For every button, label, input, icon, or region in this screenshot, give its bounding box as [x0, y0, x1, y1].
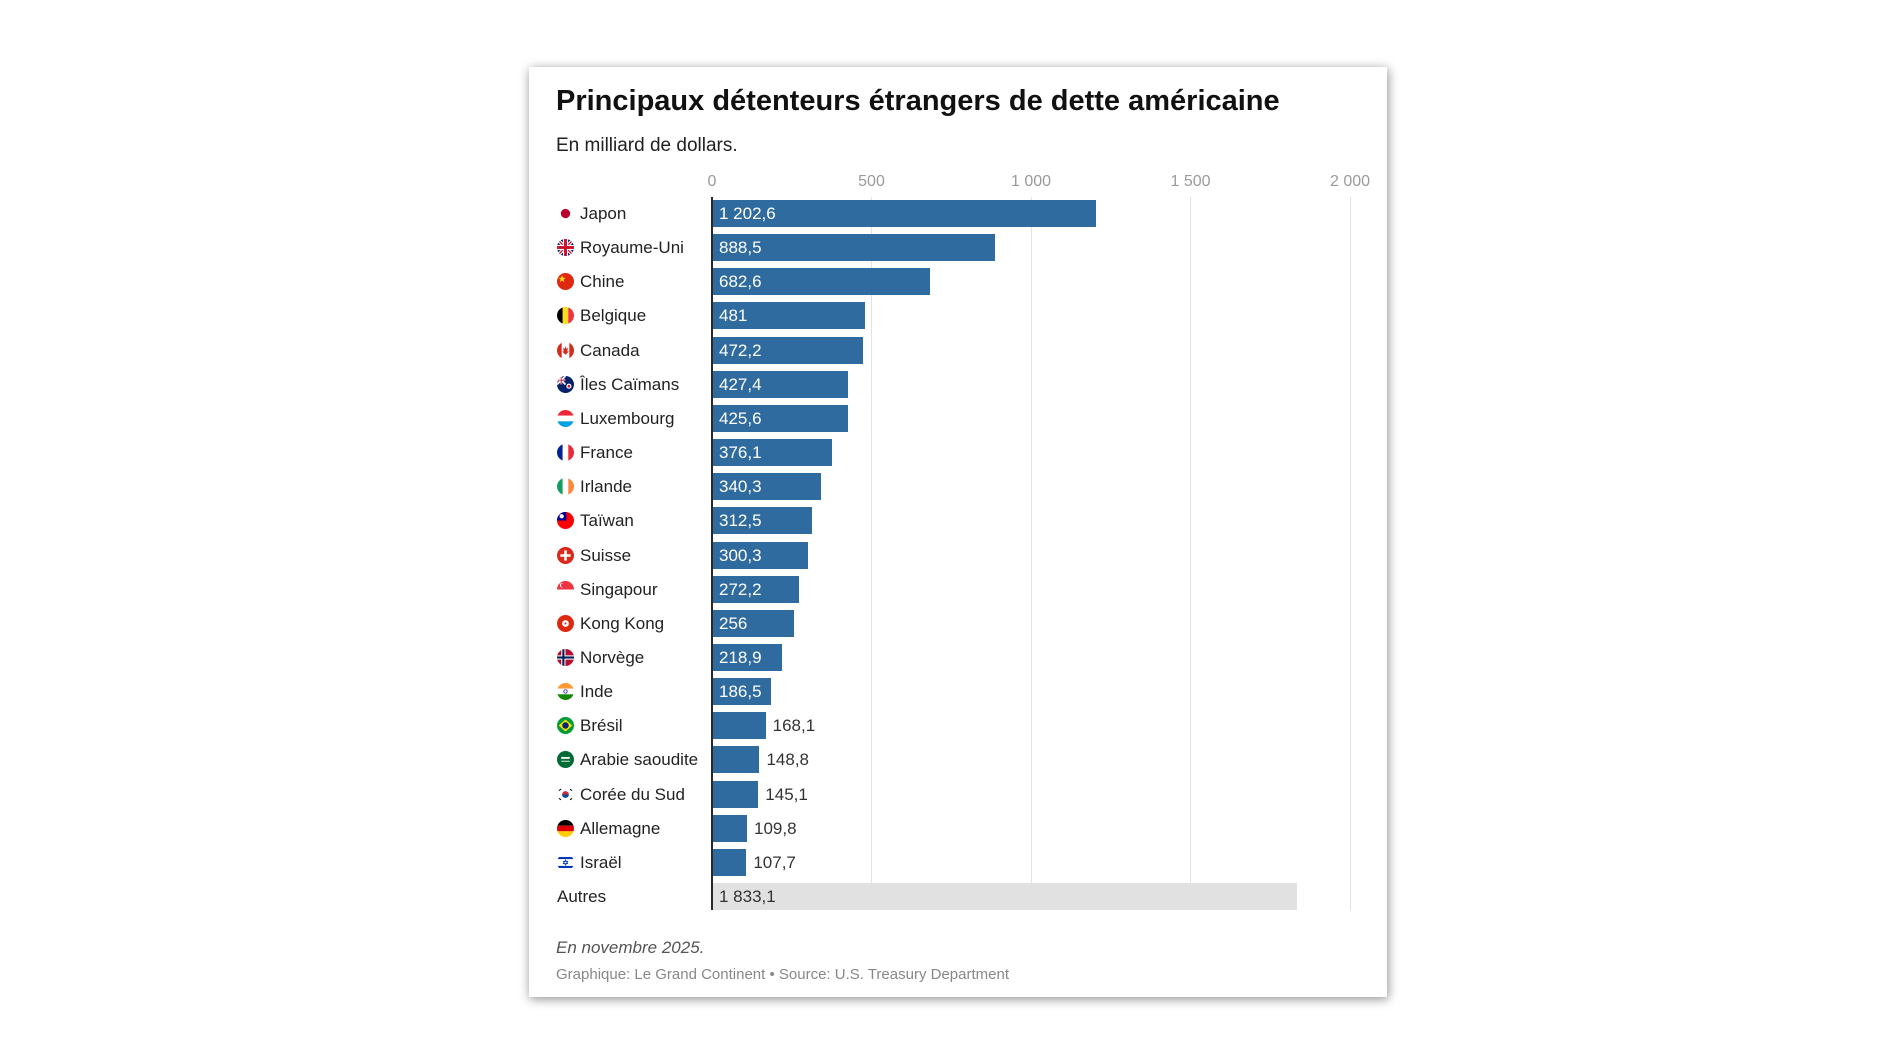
- category-label-inde: Inde: [580, 682, 614, 702]
- bar-iles-caimans: [712, 370, 849, 398]
- value-label-luxembourg: 425,6: [719, 408, 762, 428]
- x-tick-label: 2 000: [1329, 173, 1371, 190]
- belgium-flag-icon: [557, 307, 575, 325]
- category-label-japon: Japon: [580, 203, 627, 223]
- value-label-israel: 107,7: [753, 852, 796, 872]
- norway-flag-icon: [557, 648, 575, 666]
- china-flag-icon: [557, 273, 575, 291]
- bar-chine: [712, 268, 930, 296]
- gridline: [1190, 197, 1191, 910]
- france-flag-icon: [557, 444, 575, 462]
- category-label-bresil: Brésil: [580, 716, 623, 736]
- value-label-iles-caimans: 427,4: [719, 374, 762, 394]
- value-label-japon: 1 202,6: [719, 203, 776, 223]
- category-label-israel: Israël: [580, 852, 622, 872]
- south-korea-flag-icon: [557, 785, 575, 803]
- bar-bresil: [712, 712, 766, 740]
- category-label-arabie-saoudite: Arabie saoudite: [580, 750, 699, 770]
- israel-flag-icon: [557, 853, 575, 871]
- saudi-arabia-flag-icon: [557, 751, 575, 769]
- bar-irlande: [712, 473, 821, 501]
- value-label-france: 376,1: [719, 443, 762, 463]
- value-label-autres: 1 833,1: [719, 887, 776, 907]
- category-label-irlande: Irlande: [580, 477, 632, 497]
- bar-royaume-uni: [712, 234, 996, 262]
- category-label-belgique: Belgique: [580, 306, 647, 326]
- value-label-suisse: 300,3: [719, 545, 762, 565]
- bar-israel: [712, 848, 747, 876]
- canada-flag-icon: [557, 341, 575, 359]
- value-label-inde: 186,5: [719, 682, 762, 702]
- hong-kong-flag-icon: [557, 614, 575, 632]
- chart-credit: Graphique: Le Grand Continent • Source: …: [556, 966, 1009, 983]
- bar-singapour: [712, 575, 799, 603]
- taiwan-flag-icon: [557, 512, 575, 530]
- chart-card: Principaux détenteurs étrangers de dette…: [529, 67, 1387, 997]
- germany-flag-icon: [557, 819, 575, 837]
- bar-inde: [712, 678, 772, 706]
- category-label-luxembourg: Luxembourg: [580, 408, 675, 428]
- zero-axis-line: [711, 197, 713, 910]
- category-label-suisse: Suisse: [580, 545, 632, 565]
- bar-kong-kong: [712, 609, 794, 637]
- value-label-bresil: 168,1: [772, 716, 816, 736]
- x-tick-label: 1 000: [1010, 173, 1052, 190]
- category-label-canada: Canada: [580, 340, 640, 360]
- united-kingdom-flag-icon: [557, 239, 575, 257]
- ireland-flag-icon: [557, 478, 575, 496]
- value-label-royaume-uni: 888,5: [719, 238, 762, 258]
- value-label-chine: 682,6: [719, 272, 762, 292]
- bar-taiwan: [712, 507, 812, 535]
- bar-allemagne: [712, 814, 748, 842]
- cayman-islands-flag-icon: [557, 375, 575, 393]
- singapore-flag-icon: [557, 580, 575, 598]
- category-label-allemagne: Allemagne: [580, 818, 661, 838]
- category-label-france: France: [580, 443, 633, 463]
- bar-norvege: [712, 643, 782, 671]
- category-label-norvege: Norvège: [580, 647, 645, 667]
- bar-canada: [712, 336, 863, 364]
- value-label-belgique: 481: [719, 306, 748, 326]
- value-label-arabie-saoudite: 148,8: [766, 750, 809, 770]
- category-label-singapour: Singapour: [580, 579, 658, 599]
- x-tick-label: 1 500: [1170, 173, 1211, 190]
- value-label-kong-kong: 256: [719, 613, 748, 633]
- bar-autres: [712, 883, 1297, 911]
- chart-title: Principaux détenteurs étrangers de dette…: [556, 85, 1280, 117]
- bar-france: [712, 439, 832, 467]
- gridline: [1349, 197, 1351, 910]
- value-label-irlande: 340,3: [719, 477, 762, 497]
- bar-arabie-saoudite: [712, 746, 760, 774]
- category-label-coree-du-sud: Corée du Sud: [580, 784, 685, 804]
- india-flag-icon: [557, 683, 575, 701]
- value-label-canada: 472,2: [719, 340, 762, 360]
- value-label-coree-du-sud: 145,1: [765, 784, 808, 804]
- value-label-taiwan: 312,5: [719, 511, 762, 531]
- category-label-iles-caimans: Îles Caïmans: [580, 374, 680, 394]
- chart-subtitle: En milliard de dollars.: [556, 135, 738, 156]
- gridline: [1030, 197, 1032, 910]
- chart-note: En novembre 2025.: [556, 938, 705, 957]
- gridline: [871, 197, 872, 910]
- bar-japon: [712, 199, 1096, 227]
- category-label-kong-kong: Kong Kong: [580, 613, 665, 633]
- luxembourg-flag-icon: [557, 409, 575, 427]
- category-label-taiwan: Taïwan: [580, 511, 634, 531]
- switzerland-flag-icon: [557, 546, 575, 564]
- chart-plot: 0 500 1 000 1 500 2 000 Japon 1 202,6 Royaume-U…: [529, 67, 1387, 927]
- category-label-chine: Chine: [580, 272, 625, 292]
- x-tick-label: 500: [858, 173, 885, 190]
- x-tick-label: 0: [707, 173, 717, 190]
- category-label-autres: Autres: [557, 887, 607, 907]
- brazil-flag-icon: [557, 717, 575, 735]
- value-label-singapour: 272,2: [719, 579, 762, 599]
- bar-luxembourg: [712, 404, 848, 432]
- japan-flag-icon: [557, 204, 575, 222]
- value-label-norvege: 218,9: [719, 647, 762, 667]
- category-label-royaume-uni: Royaume-Uni: [580, 238, 684, 258]
- bar-suisse: [712, 541, 808, 569]
- bar-coree-du-sud: [712, 780, 759, 808]
- value-label-allemagne: 109,8: [754, 818, 797, 838]
- bar-belgique: [712, 302, 866, 330]
